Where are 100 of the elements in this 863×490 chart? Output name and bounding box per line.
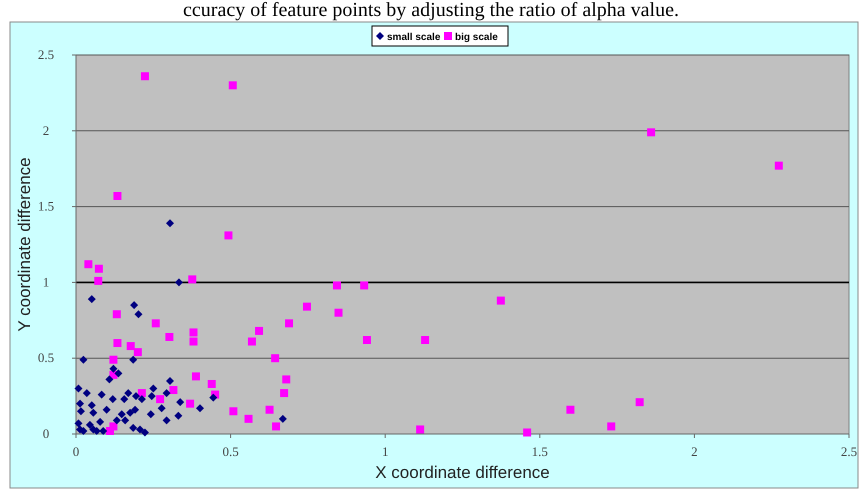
point — [98, 390, 106, 399]
point — [148, 392, 156, 400]
point — [134, 348, 142, 356]
point — [126, 408, 134, 417]
x-tick-label: 1 — [382, 444, 388, 459]
point — [138, 395, 146, 404]
point — [607, 422, 616, 430]
point — [124, 389, 132, 398]
text: ccuracy of feature points by adjusting the ratio of alpha value. — [183, 0, 679, 21]
point — [94, 276, 102, 285]
legend-label: big scale — [455, 32, 498, 43]
point — [149, 384, 158, 393]
point — [174, 278, 183, 286]
point — [76, 407, 85, 416]
point — [74, 384, 82, 393]
point — [156, 395, 164, 404]
y-tick-label: 0 — [42, 426, 50, 441]
point — [285, 319, 294, 328]
point — [169, 386, 178, 394]
point — [109, 356, 118, 364]
point — [140, 428, 149, 436]
point — [208, 380, 216, 388]
point — [126, 342, 135, 350]
point — [88, 401, 96, 410]
point — [82, 389, 91, 398]
y-tick-label: 2.5 — [38, 47, 54, 62]
point — [129, 356, 138, 364]
y-tick-label: 1.5 — [38, 198, 54, 214]
x-tick-label: 2 — [691, 444, 698, 459]
point — [99, 426, 108, 435]
point — [165, 332, 174, 341]
point — [280, 389, 288, 398]
point — [113, 192, 122, 200]
point — [176, 398, 184, 406]
point — [102, 406, 111, 414]
point — [302, 302, 311, 311]
point — [158, 404, 166, 412]
point — [105, 375, 114, 384]
legend-label: small scale — [387, 32, 441, 43]
point — [146, 410, 155, 418]
point — [166, 219, 174, 228]
point — [140, 72, 149, 80]
x-axis-title: X coordinate difference — [375, 463, 550, 482]
point — [113, 339, 122, 348]
point — [416, 425, 424, 434]
point — [89, 408, 98, 417]
point — [272, 422, 280, 430]
point — [496, 296, 505, 305]
point — [266, 406, 274, 414]
point — [647, 128, 656, 136]
point — [362, 336, 371, 344]
point — [332, 281, 341, 290]
point — [248, 338, 256, 346]
point — [112, 416, 121, 424]
point — [96, 418, 104, 426]
point — [114, 369, 122, 378]
point — [229, 407, 238, 416]
point — [174, 412, 182, 420]
point — [121, 416, 130, 424]
point — [271, 354, 280, 362]
point — [166, 376, 174, 385]
x-tick-label: 2.5 — [840, 444, 858, 459]
point — [360, 281, 368, 290]
point — [130, 301, 138, 310]
point — [188, 275, 196, 284]
point — [152, 319, 160, 328]
point — [84, 260, 92, 268]
point — [131, 406, 140, 414]
y-axis-title: Y coordinate difference — [15, 157, 34, 332]
point — [421, 336, 430, 344]
point — [255, 326, 264, 335]
point — [186, 400, 194, 408]
point — [76, 400, 84, 408]
point — [109, 364, 118, 373]
point — [118, 410, 126, 418]
point — [88, 295, 96, 304]
point — [136, 425, 144, 434]
x-tick-label: 1.5 — [532, 444, 548, 459]
point — [334, 308, 343, 317]
point — [108, 395, 117, 404]
point — [189, 338, 198, 346]
point — [209, 394, 218, 402]
point — [189, 328, 198, 336]
point — [79, 356, 88, 364]
point — [282, 375, 290, 384]
y-tick-label: 0.5 — [38, 350, 54, 366]
point — [224, 231, 232, 240]
y-tick-label: 2 — [42, 122, 50, 138]
point — [74, 419, 82, 428]
point — [278, 414, 287, 423]
point — [94, 264, 103, 273]
point — [636, 398, 644, 406]
x-tick-label: 0.5 — [222, 444, 239, 459]
point — [120, 395, 128, 404]
point — [86, 420, 94, 429]
point — [774, 162, 783, 170]
point — [566, 406, 574, 414]
point — [228, 81, 237, 90]
x-tick-label: 0 — [72, 444, 80, 459]
y-tick-label: 1 — [42, 274, 50, 290]
